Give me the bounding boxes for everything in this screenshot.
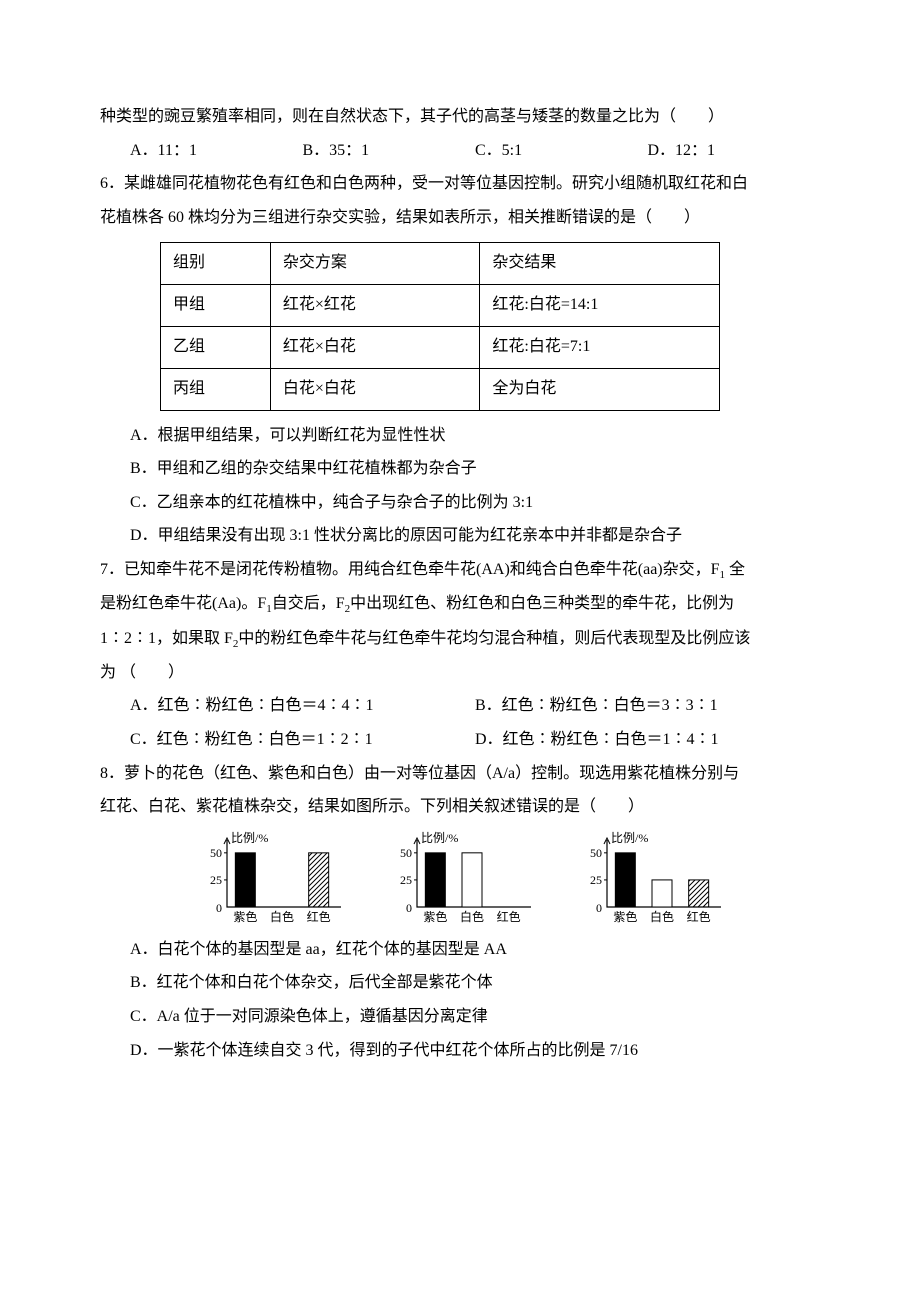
svg-text:白色: 白色: [650, 909, 674, 924]
q7-options-row2: C．红色∶粉红色∶白色＝1∶2∶1 D．红色∶粉红色∶白色＝1∶4∶1: [100, 723, 820, 757]
q8-chart-3: 比例/% 25 50 0 紫色白色红色: [575, 830, 725, 925]
q7-l2a: 是粉红色牵牛花(Aa)。F: [100, 595, 266, 612]
q7-stem-line4: 为 （ ）: [100, 656, 820, 690]
q6-stem-line2: 花植株各 60 株均分为三组进行杂交实验，结果如表所示，相关推断错误的是（ ）: [100, 201, 820, 235]
q7-option-b: B．红色∶粉红色∶白色＝3∶3∶1: [475, 689, 820, 723]
svg-text:白色: 白色: [460, 909, 484, 924]
q8-stem-line1: 8．萝卜的花色（红色、紫色和白色）由一对等位基因（A/a）控制。现选用紫花植株分…: [100, 757, 820, 791]
q7-option-a: A．红色∶粉红色∶白色＝4∶4∶1: [130, 689, 475, 723]
svg-text:红色: 红色: [497, 909, 521, 924]
svg-text:25: 25: [400, 873, 412, 887]
q8-stem-line2: 红花、白花、紫花植株杂交，结果如图所示。下列相关叙述错误的是（ ）: [100, 790, 820, 824]
q7-stem-line3: 1∶2∶1，如果取 F2中的粉红色牵牛花与红色牵牛花均匀混合种植，则后代表现型及…: [100, 622, 820, 656]
q6-option-a: A．根据甲组结果，可以判断红花为显性性状: [100, 419, 820, 453]
td-result: 红花:白花=7:1: [480, 326, 720, 368]
q7-l2b: 自交后，F: [272, 595, 345, 612]
q8-option-a: A．白花个体的基因型是 aa，红花个体的基因型是 AA: [100, 933, 820, 967]
q7-l2c: 中出现红色、粉红色和白色三种类型的牵牛花，比例为: [350, 595, 734, 612]
table-row: 组别 杂交方案 杂交结果: [161, 243, 720, 285]
q8-option-d: D．一紫花个体连续自交 3 代，得到的子代中红花个体所占的比例是 7/16: [100, 1034, 820, 1068]
q7-options-row1: A．红色∶粉红色∶白色＝4∶4∶1 B．红色∶粉红色∶白色＝3∶3∶1: [100, 689, 820, 723]
q7-option-c: C．红色∶粉红色∶白色＝1∶2∶1: [130, 723, 475, 757]
th-group: 组别: [161, 243, 271, 285]
svg-text:紫色: 紫色: [423, 910, 447, 924]
q6-option-c: C．乙组亲本的红花植株中，纯合子与杂合子的比例为 3:1: [100, 486, 820, 520]
td-result: 全为白花: [480, 368, 720, 410]
td-scheme: 红花×红花: [270, 285, 480, 327]
td-group: 甲组: [161, 285, 271, 327]
svg-text:50: 50: [400, 846, 412, 860]
q5-options: A．11：1 B．35：1 C．5:1 D．12：1: [100, 134, 820, 168]
td-scheme: 白花×白花: [270, 368, 480, 410]
q5-option-c: C．5:1: [475, 134, 648, 168]
svg-text:0: 0: [216, 901, 222, 915]
q5-option-a: A．11：1: [130, 134, 303, 168]
svg-text:50: 50: [590, 846, 602, 860]
q6-stem-line1: 6．某雌雄同花植物花色有红色和白色两种，受一对等位基因控制。研究小组随机取红花和…: [100, 167, 820, 201]
q7-l3a: 1∶2∶1，如果取 F: [100, 630, 233, 647]
q5-option-d: D．12：1: [648, 134, 821, 168]
svg-text:比例/%: 比例/%: [611, 831, 648, 845]
svg-text:红色: 红色: [687, 909, 711, 924]
td-group: 丙组: [161, 368, 271, 410]
td-result: 红花:白花=14:1: [480, 285, 720, 327]
q8-option-c: C．A/a 位于一对同源染色体上，遵循基因分离定律: [100, 1000, 820, 1034]
th-scheme: 杂交方案: [270, 243, 480, 285]
q8-charts: 比例/%25500紫色白色红色 比例/%25500紫色白色红色 比例/%2550…: [100, 830, 820, 925]
q6-table: 组别 杂交方案 杂交结果 甲组 红花×红花 红花:白花=14:1 乙组 红花×白…: [160, 242, 720, 410]
q7-l3b: 中的粉红色牵牛花与红色牵牛花均匀混合种植，则后代表现型及比例应该: [238, 630, 750, 647]
q7-option-d: D．红色∶粉红色∶白色＝1∶4∶1: [475, 723, 820, 757]
svg-text:红色: 红色: [307, 909, 331, 924]
svg-text:比例/%: 比例/%: [231, 831, 268, 845]
svg-text:25: 25: [590, 873, 602, 887]
q6-option-b: B．甲组和乙组的杂交结果中红花植株都为杂合子: [100, 452, 820, 486]
q5-stem-tail: 种类型的豌豆繁殖率相同，则在自然状态下，其子代的高茎与矮茎的数量之比为（ ）: [100, 100, 820, 134]
q5-option-b: B．35：1: [303, 134, 476, 168]
q7-l1a: 7．已知牵牛花不是闭花传粉植物。用纯合红色牵牛花(AA)和纯合白色牵牛花(aa)…: [100, 561, 720, 578]
td-group: 乙组: [161, 326, 271, 368]
q7-l1b: 全: [725, 561, 745, 578]
q7-stem-line2: 是粉红色牵牛花(Aa)。F1自交后，F2中出现红色、粉红色和白色三种类型的牵牛花…: [100, 587, 820, 621]
td-scheme: 红花×白花: [270, 326, 480, 368]
q8-chart-1: 比例/% 25 50 0 紫色白色红色: [195, 830, 345, 925]
svg-text:紫色: 紫色: [233, 910, 257, 924]
svg-text:0: 0: [406, 901, 412, 915]
svg-text:紫色: 紫色: [613, 910, 637, 924]
q8-chart-2: 比例/% 25 50 0 紫色白色红色: [385, 830, 535, 925]
table-row: 乙组 红花×白花 红花:白花=7:1: [161, 326, 720, 368]
q8-option-b: B．红花个体和白花个体杂交，后代全部是紫花个体: [100, 966, 820, 1000]
svg-text:白色: 白色: [270, 909, 294, 924]
q6-option-d: D．甲组结果没有出现 3:1 性状分离比的原因可能为红花亲本中并非都是杂合子: [100, 519, 820, 553]
svg-text:50: 50: [210, 846, 222, 860]
svg-text:25: 25: [210, 873, 222, 887]
table-row: 丙组 白花×白花 全为白花: [161, 368, 720, 410]
q7-stem-line1: 7．已知牵牛花不是闭花传粉植物。用纯合红色牵牛花(AA)和纯合白色牵牛花(aa)…: [100, 553, 820, 587]
svg-text:比例/%: 比例/%: [421, 831, 458, 845]
th-result: 杂交结果: [480, 243, 720, 285]
table-row: 甲组 红花×红花 红花:白花=14:1: [161, 285, 720, 327]
svg-text:0: 0: [596, 901, 602, 915]
